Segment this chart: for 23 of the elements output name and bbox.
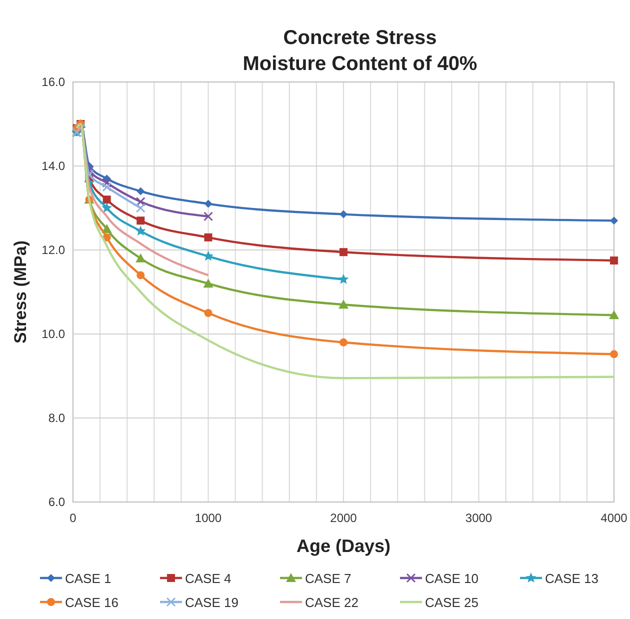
legend-label: CASE 22 <box>305 595 358 610</box>
legend-label: CASE 25 <box>425 595 478 610</box>
x-tick-label: 2000 <box>330 511 358 525</box>
legend-label: CASE 10 <box>425 571 478 586</box>
y-tick-label: 6.0 <box>48 495 66 509</box>
legend-label: CASE 4 <box>185 571 232 586</box>
legend-label: CASE 19 <box>185 595 238 610</box>
x-tick-label: 0 <box>70 511 77 525</box>
x-tick-label: 3000 <box>465 511 492 525</box>
x-tick-label: 4000 <box>600 511 628 525</box>
y-tick-label: 8.0 <box>48 411 66 425</box>
chart-title: Concrete Stress Moisture Content of 40% <box>242 27 478 75</box>
legend-label: CASE 1 <box>65 571 112 586</box>
y-tick-label: 12.0 <box>42 243 66 257</box>
x-tick-label: 1000 <box>194 511 222 525</box>
y-tick-label: 16.0 <box>42 75 66 89</box>
x-axis-title: Age (Days) <box>296 536 391 556</box>
y-tick-label: 14.0 <box>42 159 66 173</box>
legend-label: CASE 16 <box>65 595 118 610</box>
legend-label: CASE 13 <box>545 571 598 586</box>
y-tick-label: 10.0 <box>42 327 66 341</box>
legend-label: CASE 7 <box>305 571 352 586</box>
y-axis-title: Stress (MPa) <box>11 240 30 344</box>
